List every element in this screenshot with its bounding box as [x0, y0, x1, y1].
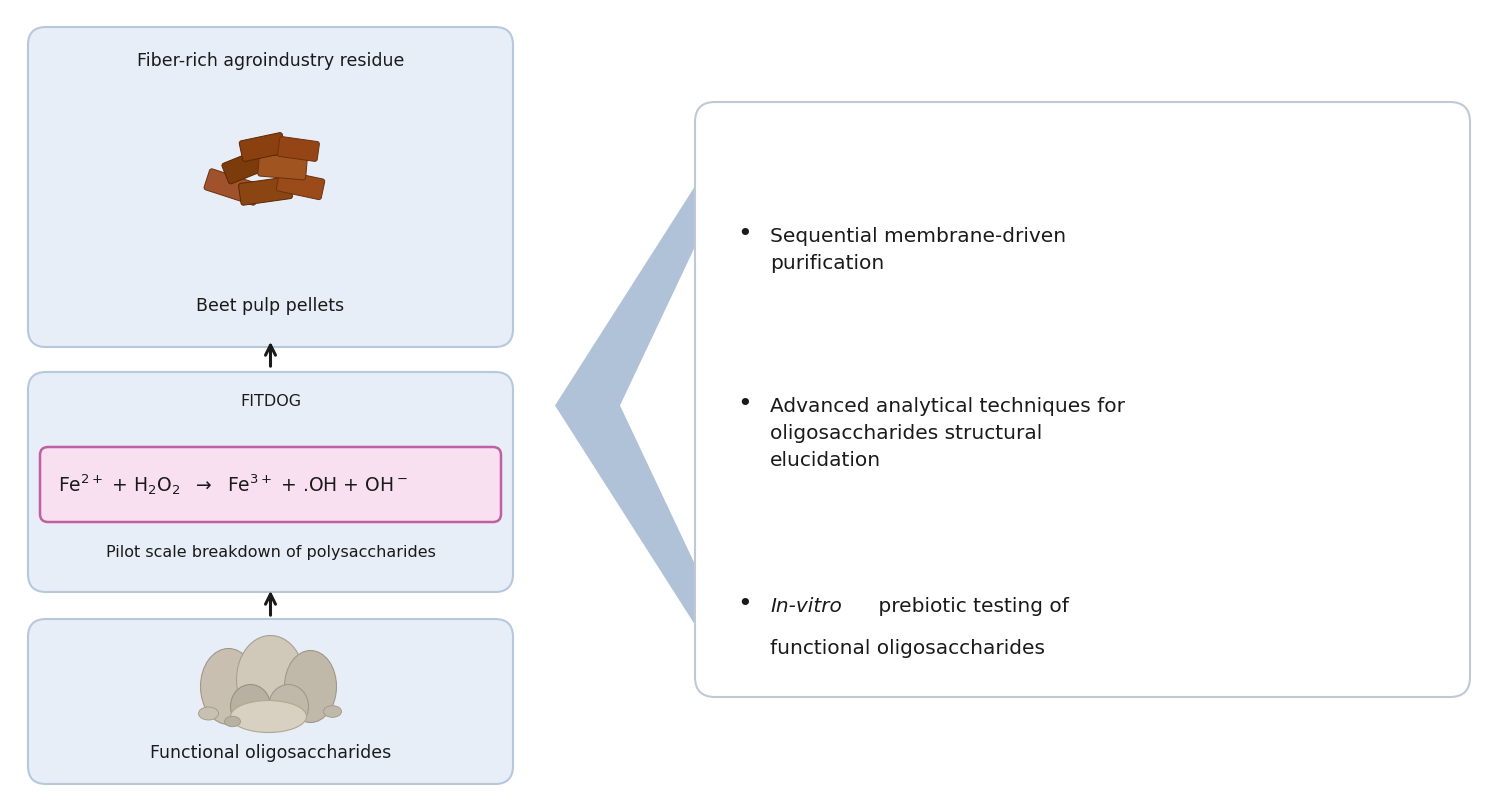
Ellipse shape — [231, 700, 306, 732]
FancyBboxPatch shape — [28, 619, 513, 784]
FancyBboxPatch shape — [238, 132, 286, 161]
Ellipse shape — [231, 684, 270, 728]
Ellipse shape — [198, 707, 219, 720]
Text: •: • — [736, 392, 752, 416]
FancyBboxPatch shape — [694, 102, 1470, 697]
Ellipse shape — [268, 684, 309, 728]
Text: prebiotic testing of: prebiotic testing of — [871, 597, 1070, 616]
Text: Sequential membrane-driven
purification: Sequential membrane-driven purification — [770, 227, 1066, 273]
Text: Functional oligosaccharides: Functional oligosaccharides — [150, 744, 392, 762]
Ellipse shape — [285, 650, 336, 723]
Ellipse shape — [237, 635, 304, 723]
Text: Beet pulp pellets: Beet pulp pellets — [196, 297, 345, 315]
FancyBboxPatch shape — [276, 170, 326, 200]
Text: FITDOG: FITDOG — [240, 394, 302, 409]
FancyBboxPatch shape — [28, 372, 513, 592]
Text: functional oligosaccharides: functional oligosaccharides — [770, 639, 1046, 658]
Polygon shape — [555, 171, 705, 641]
FancyBboxPatch shape — [28, 27, 513, 347]
FancyBboxPatch shape — [222, 146, 274, 184]
Text: Fe$^{2+}$ + H$_2$O$_2$  $\rightarrow$  Fe$^{3+}$ + .OH + OH$^-$: Fe$^{2+}$ + H$_2$O$_2$ $\rightarrow$ Fe$… — [58, 472, 408, 497]
Text: In-vitro: In-vitro — [770, 597, 842, 616]
Text: Pilot scale breakdown of polysaccharides: Pilot scale breakdown of polysaccharides — [105, 545, 435, 560]
FancyBboxPatch shape — [40, 447, 501, 522]
Text: •: • — [736, 592, 752, 616]
Ellipse shape — [201, 649, 256, 724]
FancyBboxPatch shape — [204, 168, 261, 205]
FancyBboxPatch shape — [278, 136, 320, 161]
Text: Fiber-rich agroindustry residue: Fiber-rich agroindustry residue — [136, 52, 404, 70]
FancyBboxPatch shape — [258, 154, 308, 180]
Text: Advanced analytical techniques for
oligosaccharides structural
elucidation: Advanced analytical techniques for oligo… — [770, 397, 1125, 471]
FancyBboxPatch shape — [238, 176, 292, 205]
Ellipse shape — [225, 716, 240, 727]
Text: •: • — [736, 222, 752, 246]
Ellipse shape — [324, 706, 342, 717]
